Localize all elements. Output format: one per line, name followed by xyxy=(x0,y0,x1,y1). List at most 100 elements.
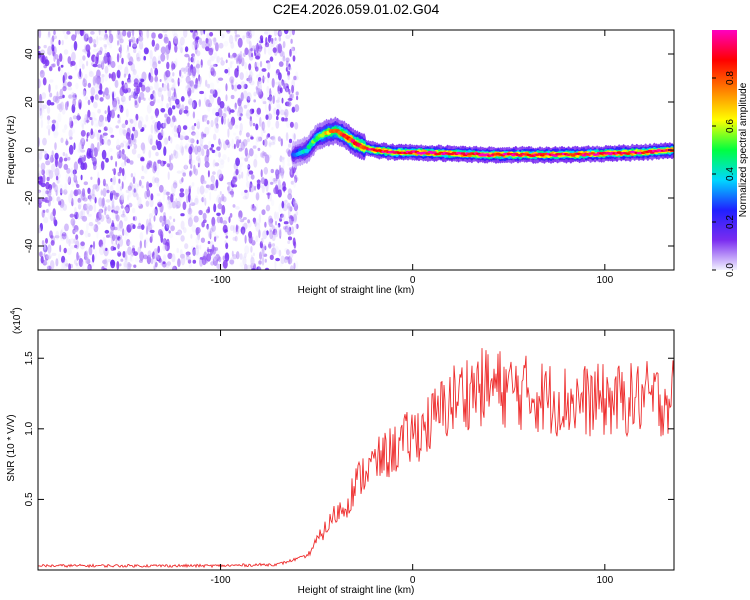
noise-cell xyxy=(38,45,41,50)
noise-cell xyxy=(48,254,53,258)
noise-cell xyxy=(61,232,67,240)
noise-cell xyxy=(275,102,281,108)
noise-cell xyxy=(180,255,186,266)
noise-cell xyxy=(273,112,277,116)
noise-cell xyxy=(43,242,47,250)
noise-cell xyxy=(272,95,275,104)
noise-cell xyxy=(205,79,208,88)
noise-cell xyxy=(240,191,245,196)
noise-cell xyxy=(173,184,178,188)
noise-cell xyxy=(105,199,111,203)
noise-cell xyxy=(61,39,64,46)
noise-cell xyxy=(142,166,148,173)
noise-cell xyxy=(173,125,178,133)
noise-cell xyxy=(242,90,248,99)
noise-cell xyxy=(83,203,88,211)
noise-cell xyxy=(170,225,175,232)
noise-cell xyxy=(275,257,280,262)
noise-cell xyxy=(250,262,255,266)
noise-cell xyxy=(179,69,182,77)
noise-cell xyxy=(196,145,202,153)
noise-cell xyxy=(105,116,108,122)
noise-cell xyxy=(58,184,64,194)
noise-cell xyxy=(284,229,288,234)
noise-cell xyxy=(203,188,209,194)
noise-cell xyxy=(138,35,144,42)
noise-cell xyxy=(133,129,139,139)
noise-cell xyxy=(285,87,289,93)
noise-cell xyxy=(202,114,208,122)
noise-cell xyxy=(234,68,239,78)
noise-cell xyxy=(287,240,291,244)
noise-cell xyxy=(62,152,66,157)
noise-cell xyxy=(249,80,255,86)
noise-cell xyxy=(288,226,291,232)
noise-cell xyxy=(116,53,120,63)
noise-cell xyxy=(41,169,45,176)
noise-cell xyxy=(295,211,299,216)
noise-cell xyxy=(269,229,274,240)
noise-cell xyxy=(78,204,82,210)
noise-cell xyxy=(244,62,248,70)
noise-cell xyxy=(239,50,243,60)
noise-cell xyxy=(273,30,278,37)
noise-cell xyxy=(119,220,123,229)
noise-cell xyxy=(263,138,268,147)
noise-cell xyxy=(230,225,234,231)
noise-cell xyxy=(68,193,73,204)
noise-cell xyxy=(209,64,214,72)
noise-cell xyxy=(138,122,143,128)
noise-cell xyxy=(225,83,228,92)
noise-cell xyxy=(178,195,182,204)
noise-cell xyxy=(269,192,272,202)
noise-cell xyxy=(165,219,171,229)
noise-cell xyxy=(255,123,259,131)
noise-cell xyxy=(201,148,205,157)
noise-cell xyxy=(60,235,65,241)
noise-cell xyxy=(71,51,76,62)
noise-cell xyxy=(261,246,265,256)
noise-cell xyxy=(108,43,113,49)
noise-cell xyxy=(207,206,210,213)
noise-cell xyxy=(237,37,243,48)
noise-cell xyxy=(260,128,264,139)
noise-cell xyxy=(278,179,281,190)
noise-cell xyxy=(216,55,221,64)
noise-cell xyxy=(267,113,273,121)
noise-cell xyxy=(222,224,228,234)
noise-cell xyxy=(168,230,171,234)
noise-cell xyxy=(288,255,291,264)
noise-cell xyxy=(100,189,103,196)
noise-cell xyxy=(222,154,227,160)
noise-cell xyxy=(213,63,218,67)
y-tick-label: 1.0 xyxy=(24,421,35,435)
noise-cell xyxy=(76,184,80,188)
noise-cell xyxy=(140,78,145,83)
noise-cell xyxy=(273,37,278,45)
noise-cell xyxy=(178,131,181,138)
noise-cell xyxy=(186,195,189,204)
noise-cell xyxy=(229,213,233,218)
noise-cell xyxy=(132,30,135,37)
noise-cell xyxy=(162,261,166,265)
noise-cell xyxy=(73,40,78,51)
noise-cell xyxy=(271,247,277,256)
noise-cell xyxy=(225,139,230,146)
noise-cell xyxy=(188,185,192,189)
noise-cell xyxy=(258,263,262,270)
noise-cell xyxy=(87,82,92,88)
noise-cell xyxy=(241,57,245,67)
noise-cell xyxy=(241,171,244,179)
noise-cell xyxy=(178,79,182,83)
noise-cell xyxy=(171,183,176,194)
noise-cell xyxy=(117,99,120,105)
noise-cell xyxy=(208,125,211,130)
noise-cell xyxy=(276,109,280,116)
noise-cell xyxy=(96,141,100,152)
noise-cell xyxy=(166,103,170,109)
noise-cell xyxy=(248,40,252,50)
noise-cell xyxy=(166,61,170,70)
noise-cell xyxy=(264,102,267,113)
noise-cell xyxy=(208,70,211,79)
noise-cell xyxy=(94,94,99,101)
